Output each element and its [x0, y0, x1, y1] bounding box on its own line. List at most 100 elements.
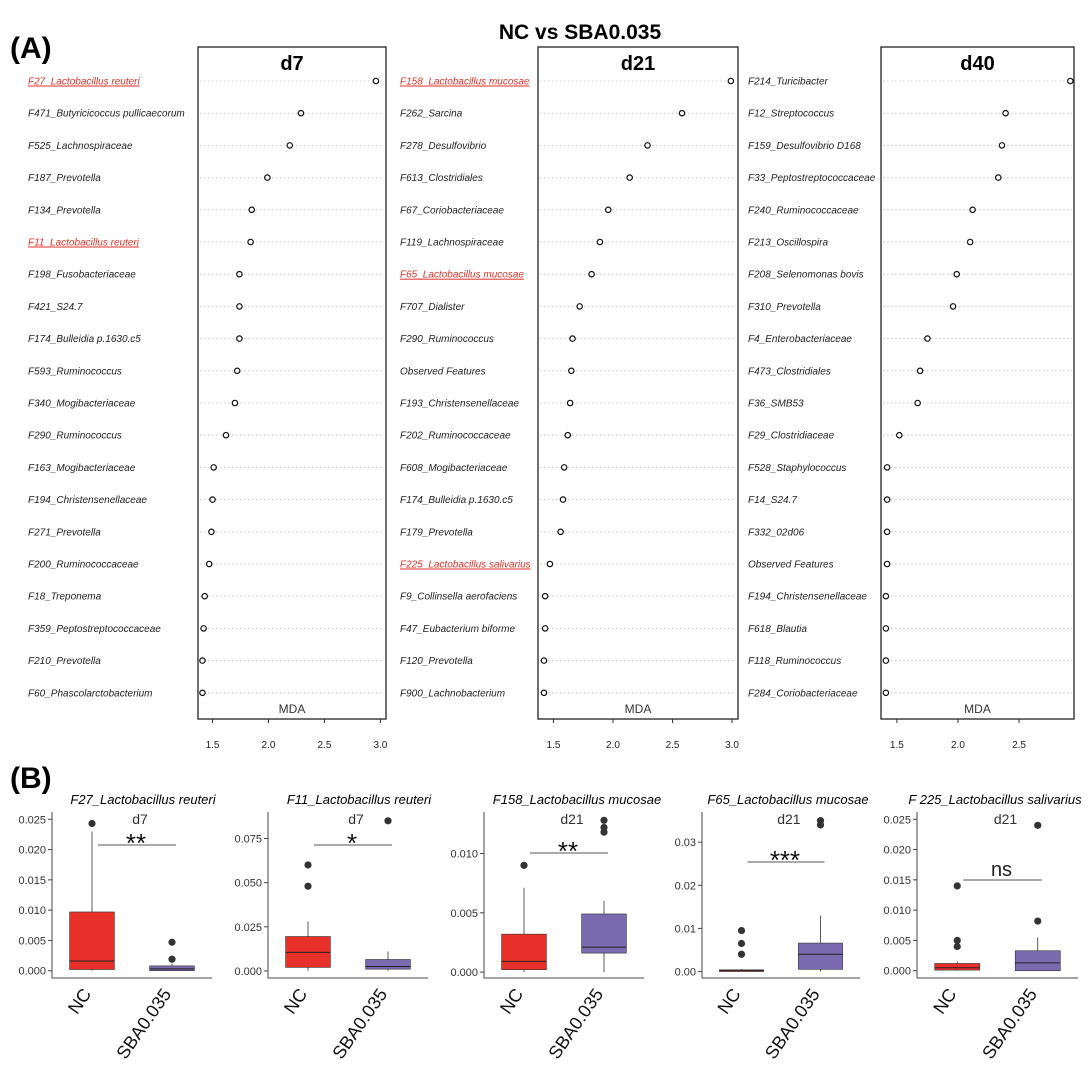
outlier-point [816, 817, 825, 825]
significance-label: *** [770, 845, 800, 875]
mda-dot [231, 399, 239, 407]
mda-dot [727, 77, 735, 85]
box-NC [69, 911, 115, 970]
feature-label: F194_Christensenellaceae [28, 495, 147, 506]
y-tick-label: 0.00 [675, 967, 696, 979]
y-tick-label: 0.000 [883, 966, 911, 978]
mda-dot [541, 592, 549, 600]
panel-a-label: (A) [10, 32, 52, 65]
mda-dot [546, 560, 554, 568]
feature-label: F471_Butyricicoccus pullicaecorum [28, 109, 185, 120]
mda-dot [604, 206, 612, 214]
feature-label: Observed Features [748, 560, 834, 571]
feature-label: F421_S24.7 [28, 302, 83, 313]
mda-dot [559, 496, 567, 503]
mda-dot [557, 528, 564, 536]
feature-label: F618_Blautia [748, 624, 807, 635]
feature-label: F262_Sarcina [400, 109, 463, 120]
feature-label: F134_Prevotella [28, 205, 101, 216]
feature-label: F11_Lactobacillus reuteri [28, 238, 140, 249]
feature-label: F290_Ruminococcus [400, 334, 494, 345]
outlier-point [304, 882, 312, 890]
y-tick-label: 0.010 [18, 905, 46, 917]
x-tick-label: 1.5 [206, 740, 220, 751]
y-tick-label: 0.050 [234, 878, 262, 890]
mda-dot [576, 303, 583, 310]
feature-label: F278_Desulfovibrio [400, 141, 487, 152]
y-tick-label: 0.000 [450, 967, 478, 979]
box-SBA0.035 [798, 942, 843, 970]
y-tick-label: 0.010 [450, 849, 478, 861]
mda-dot [209, 496, 216, 503]
y-tick-label: 0.025 [234, 922, 262, 934]
mda-dot [882, 689, 890, 697]
feature-label: F332_02d06 [748, 527, 805, 538]
mda-dot [205, 560, 213, 568]
feature-label: F12_Streptococcus [748, 109, 834, 120]
outlier-point [600, 823, 608, 832]
box-plot-day: d21 [994, 811, 1018, 827]
box-plot-day: d7 [348, 811, 364, 827]
x-tick-label: 2.0 [262, 740, 276, 751]
significance-label: ns [991, 859, 1012, 881]
mda-dot [208, 528, 215, 536]
category-label: SBA0.035 [978, 985, 1041, 1063]
y-tick-label: 0.010 [883, 905, 911, 917]
x-tick-label: 3.0 [373, 740, 387, 751]
y-tick-label: 0.005 [883, 935, 911, 947]
panel-frame [197, 46, 387, 720]
y-tick-label: 0.025 [883, 814, 911, 826]
outlier-point [953, 942, 961, 951]
feature-label: F67_Coriobacteriaceae [400, 205, 504, 216]
mda-dot [201, 592, 209, 600]
outlier-point [1034, 821, 1042, 829]
y-tick-label: 0.025 [18, 814, 46, 826]
y-tick-label: 0.02 [675, 880, 696, 892]
significance-label: * [347, 828, 357, 858]
mda-dot [924, 335, 931, 342]
box-panel-2: F11_Lactobacillus reuteri d7 0.000 0.025 0.0… [234, 792, 432, 1063]
feature-label: F214_Turicibacter [748, 77, 829, 88]
mda-dot [541, 625, 549, 632]
box-plot-day: d7 [132, 811, 148, 827]
feature-label: F193_Christensenellaceae [400, 399, 519, 410]
box-plot-title: F 225_Lactobacillus salivarius [908, 792, 1082, 807]
dot-plot-panels: d7 F27_Lactobacillus reuteri F471_Butyrici… [28, 46, 1075, 751]
mda-dot [372, 77, 380, 85]
y-tick-label: 0.000 [18, 966, 46, 978]
feature-label: F290_Ruminococcus [28, 431, 122, 442]
category-label: SBA0.035 [112, 985, 175, 1063]
mda-dot [883, 496, 891, 503]
x-tick-label: 2.5 [1012, 740, 1026, 751]
category-label: NC [64, 985, 95, 1018]
box-panel-4: F65_Lactobacillus mucosae d21 0.00 0.01 0.02… [675, 792, 869, 1063]
outlier-point [737, 950, 746, 958]
mda-dot [596, 238, 604, 246]
mda-dot [916, 367, 924, 375]
feature-label: F200_Ruminococcaceae [28, 560, 139, 571]
outlier-point [520, 861, 528, 869]
y-tick-label: 0.075 [234, 833, 262, 845]
outlier-point [600, 816, 608, 824]
feature-label: F163_Mogibacteriaceae [28, 463, 136, 474]
box-plot-day: d21 [560, 811, 584, 827]
mda-dot [236, 270, 243, 278]
feature-label: F158_Lactobacillus mucosae [400, 77, 530, 88]
mda-dot [644, 142, 651, 149]
feature-label: Observed Features [400, 366, 486, 377]
category-label: NC [496, 985, 527, 1018]
y-tick-label: 0.015 [18, 875, 46, 887]
category-label: SBA0.035 [544, 985, 607, 1063]
y-tick-label: 0.03 [675, 837, 696, 849]
feature-label: F33_Peptostreptococcaceae [748, 173, 876, 184]
box-panel-3: F158_Lactobacillus mucosae d21 0.000 0.005 0… [450, 792, 661, 1063]
mda-dot [883, 464, 891, 471]
mda-dot [994, 174, 1002, 181]
outlier-point [168, 955, 176, 963]
mda-dot [569, 335, 576, 342]
x-axis-label: MDA [964, 702, 991, 716]
feature-label: F225_Lactobacillus salivarius [400, 560, 531, 571]
dot-panel-d40: d40 F214_Turicibacter F12_Streptococcus F15… [748, 46, 1075, 751]
outlier-point [384, 817, 392, 825]
